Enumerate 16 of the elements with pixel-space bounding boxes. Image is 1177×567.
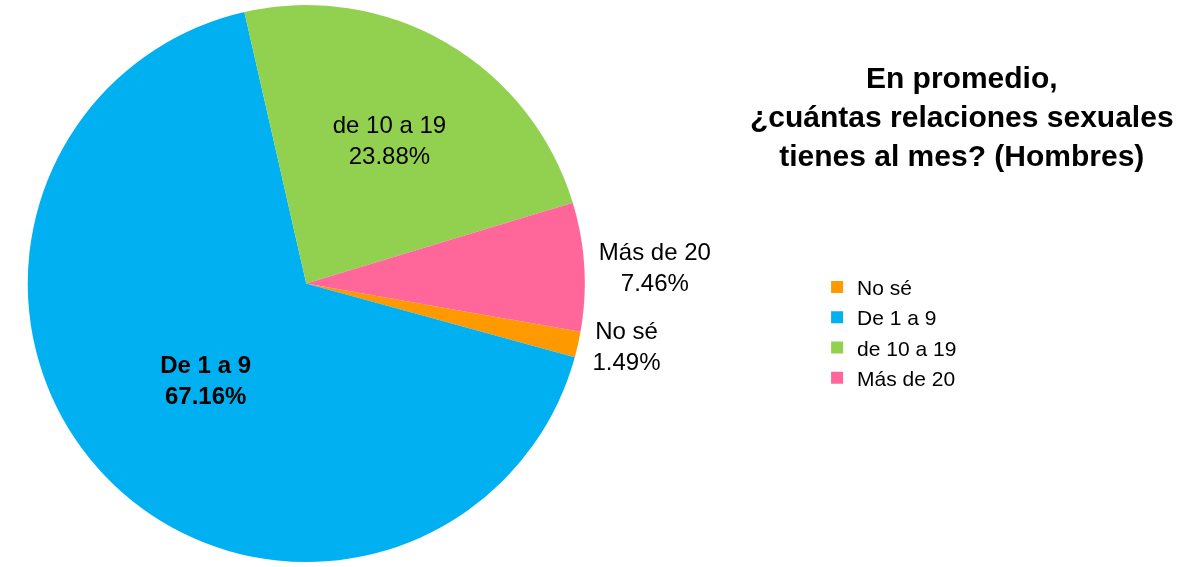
slice-label: De 1 a 9 — [160, 350, 251, 378]
legend-label: Más de 20 — [857, 367, 956, 391]
pie-slice — [306, 202, 585, 332]
data-label: 1.49% — [592, 348, 661, 376]
pie-slice — [244, 5, 573, 284]
slice-label: No sé — [595, 316, 658, 344]
legend-label: No sé — [857, 276, 912, 300]
slice-label: Más de 20 — [598, 237, 711, 265]
pie-slice — [28, 11, 575, 562]
data-label: 23.88% — [348, 142, 431, 170]
legend-label: de 10 a 19 — [857, 336, 957, 360]
legend-label: De 1 a 9 — [857, 306, 937, 330]
text: En promedio, ¿cuántas relaciones sexuales tienes al mes? (Hombres) — [750, 61, 1174, 172]
slice-label: de 10 a 19 — [332, 111, 447, 139]
data-label: 7.46% — [620, 268, 689, 296]
data-label: 67.16% — [164, 381, 247, 409]
